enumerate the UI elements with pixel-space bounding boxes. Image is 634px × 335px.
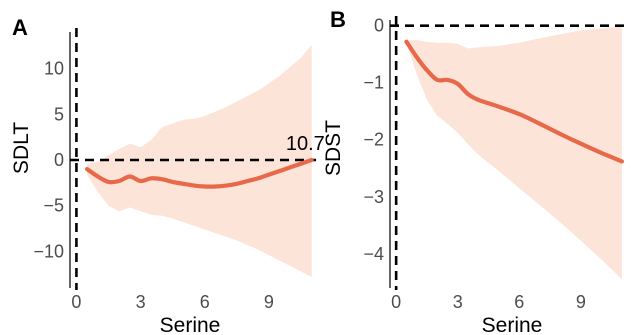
y-tick-label: −10 xyxy=(33,241,64,261)
plot-area xyxy=(69,28,316,290)
panel-label: A xyxy=(12,15,28,40)
x-tick-label: 3 xyxy=(136,292,146,312)
y-tick-label: −2 xyxy=(363,130,384,150)
x-tick-labels: 0 3 6 9 xyxy=(71,292,274,312)
fitted-line xyxy=(85,157,314,189)
x-tick-label: 9 xyxy=(264,292,274,312)
y-tick-label: 0 xyxy=(54,150,64,170)
y-tick-label: 10 xyxy=(44,59,64,79)
fitted-line xyxy=(404,39,624,164)
annotation-label: 10.7 xyxy=(286,133,325,155)
x-tick-label: 3 xyxy=(453,292,463,312)
x-axis-label: Serine xyxy=(482,314,543,335)
panel-label: B xyxy=(330,7,346,32)
confidence-band xyxy=(87,44,312,277)
panel-b: B SDST Serine 0 3 6 9 0 −1 −2 −3 −4 xyxy=(322,7,626,335)
y-axis-label: SDLT xyxy=(10,122,33,174)
y-tick-label: −4 xyxy=(363,244,384,264)
x-tick-label: 0 xyxy=(71,292,81,312)
y-tick-label: −1 xyxy=(363,73,384,93)
x-tick-label: 9 xyxy=(576,292,586,312)
x-axis-label: Serine xyxy=(160,314,221,335)
x-tick-label: 0 xyxy=(391,292,401,312)
y-axis-label: SDST xyxy=(322,120,345,176)
y-tick-label: 0 xyxy=(374,16,384,36)
x-tick-labels: 0 3 6 9 xyxy=(391,292,586,312)
x-tick-label: 6 xyxy=(514,292,524,312)
panel-a: A SDLT Serine 0 3 6 9 10 5 0 −5 −10 10.7 xyxy=(10,15,325,335)
y-tick-label: −3 xyxy=(363,187,384,207)
y-tick-label: −5 xyxy=(43,196,64,216)
y-tick-labels: 0 −1 −2 −3 −4 xyxy=(363,16,384,264)
x-tick-label: 6 xyxy=(200,292,210,312)
plot-area xyxy=(389,16,626,290)
confidence-band xyxy=(406,25,622,280)
y-tick-label: 5 xyxy=(54,104,64,124)
y-tick-labels: 10 5 0 −5 −10 xyxy=(33,59,64,262)
